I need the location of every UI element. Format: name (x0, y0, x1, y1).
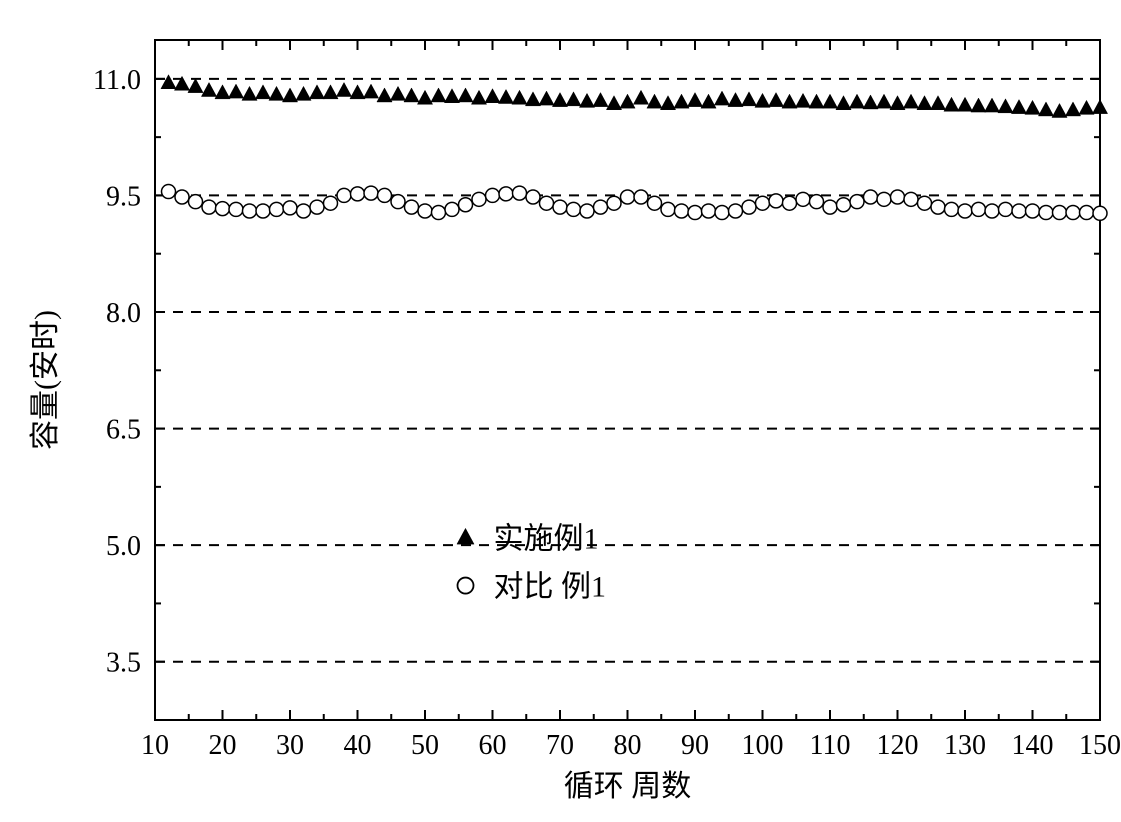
x-tick-label: 140 (1012, 730, 1054, 761)
x-tick-label: 10 (141, 730, 169, 761)
marker-circle (405, 200, 419, 214)
marker-circle (621, 190, 635, 204)
marker-circle (877, 192, 891, 206)
marker-circle (931, 200, 945, 214)
marker-circle (837, 198, 851, 212)
marker-circle (1093, 206, 1107, 220)
marker-circle (216, 202, 230, 216)
marker-circle (189, 195, 203, 209)
marker-circle (553, 200, 567, 214)
marker-circle (324, 196, 338, 210)
marker-circle (904, 192, 918, 206)
marker-circle (985, 204, 999, 218)
marker-circle (472, 192, 486, 206)
marker-circle (607, 196, 621, 210)
marker-circle (675, 204, 689, 218)
marker-circle (864, 190, 878, 204)
marker-circle (432, 206, 446, 220)
marker-circle (823, 200, 837, 214)
marker-circle (796, 192, 810, 206)
marker-circle (513, 186, 527, 200)
marker-circle (243, 204, 257, 218)
legend-label: 对比 例1 (494, 571, 607, 604)
y-tick-label: 8.0 (106, 298, 141, 329)
marker-circle (580, 204, 594, 218)
marker-circle (458, 578, 474, 594)
x-tick-label: 100 (742, 730, 784, 761)
marker-circle (1066, 206, 1080, 220)
marker-circle (918, 196, 932, 210)
legend-label: 实施例1 (494, 522, 599, 555)
marker-circle (594, 200, 608, 214)
marker-circle (445, 202, 459, 216)
x-tick-label: 30 (276, 730, 304, 761)
marker-circle (418, 204, 432, 218)
y-tick-label: 5.0 (106, 531, 141, 562)
marker-circle (229, 202, 243, 216)
x-tick-label: 80 (614, 730, 642, 761)
marker-circle (742, 200, 756, 214)
marker-circle (702, 204, 716, 218)
marker-circle (972, 202, 986, 216)
marker-circle (459, 198, 473, 212)
marker-circle (729, 204, 743, 218)
x-tick-label: 150 (1079, 730, 1121, 761)
x-tick-label: 60 (479, 730, 507, 761)
marker-circle (634, 190, 648, 204)
capacity-cycle-chart: 10 20 30 40 50 60 70 80 90 100 110 120 130 140 150 3.5 5… (0, 0, 1121, 822)
marker-circle (310, 200, 324, 214)
x-tick-label: 110 (810, 730, 851, 761)
marker-circle (999, 202, 1013, 216)
marker-circle (526, 190, 540, 204)
marker-circle (337, 188, 351, 202)
x-tick-label: 50 (411, 730, 439, 761)
marker-circle (1053, 206, 1067, 220)
marker-circle (1080, 206, 1094, 220)
marker-circle (958, 204, 972, 218)
marker-circle (1026, 204, 1040, 218)
marker-circle (648, 196, 662, 210)
chart-container: 10 20 30 40 50 60 70 80 90 100 110 120 130 140 150 3.5 5… (0, 0, 1121, 822)
y-axis-label: 容量(安时) (29, 310, 62, 450)
x-tick-label: 130 (944, 730, 986, 761)
marker-circle (688, 206, 702, 220)
marker-circle (1039, 206, 1053, 220)
y-tick-label: 3.5 (106, 648, 141, 679)
y-tick-label: 11.0 (93, 65, 141, 96)
marker-circle (661, 202, 675, 216)
marker-circle (850, 195, 864, 209)
marker-circle (351, 187, 365, 201)
marker-circle (175, 190, 189, 204)
marker-circle (202, 200, 216, 214)
marker-circle (297, 204, 311, 218)
marker-circle (769, 194, 783, 208)
marker-circle (499, 187, 513, 201)
marker-circle (486, 188, 500, 202)
y-tick-label: 9.5 (106, 181, 141, 212)
marker-circle (715, 206, 729, 220)
marker-circle (391, 195, 405, 209)
marker-circle (540, 196, 554, 210)
marker-circle (567, 202, 581, 216)
marker-circle (270, 202, 284, 216)
x-tick-label: 120 (877, 730, 919, 761)
marker-circle (256, 204, 270, 218)
x-axis-label: 循环 周数 (564, 770, 692, 803)
marker-circle (162, 185, 176, 199)
marker-circle (810, 195, 824, 209)
marker-circle (1012, 204, 1026, 218)
x-tick-label: 70 (546, 730, 574, 761)
x-tick-label: 20 (209, 730, 237, 761)
x-tick-label: 40 (344, 730, 372, 761)
x-tick-label: 90 (681, 730, 709, 761)
marker-circle (783, 196, 797, 210)
marker-circle (364, 186, 378, 200)
marker-circle (891, 190, 905, 204)
marker-circle (756, 196, 770, 210)
marker-circle (378, 188, 392, 202)
marker-circle (283, 201, 297, 215)
marker-circle (945, 202, 959, 216)
y-tick-label: 6.5 (106, 415, 141, 446)
